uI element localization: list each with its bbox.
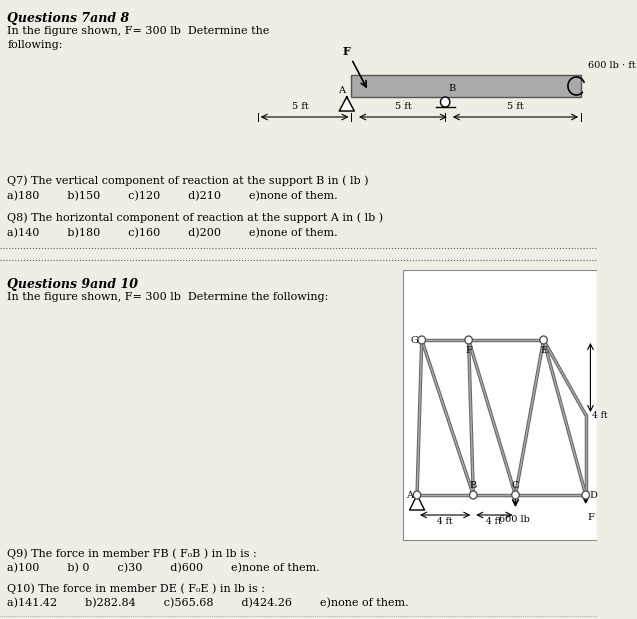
Text: Q7) The vertical component of reaction at the support B in ( lb ): Q7) The vertical component of reaction a… — [8, 175, 369, 186]
Circle shape — [540, 336, 547, 344]
Text: F: F — [587, 513, 594, 522]
Text: E: E — [540, 345, 547, 355]
Text: 5 ft: 5 ft — [507, 102, 524, 111]
Text: a)141.42        b)282.84        c)565.68        d)424.26        e)none of them.: a)141.42 b)282.84 c)565.68 d)424.26 e)no… — [8, 598, 409, 608]
Text: Questions 9and 10: Questions 9and 10 — [8, 278, 138, 291]
Polygon shape — [410, 495, 424, 510]
Text: Questions 7and 8: Questions 7and 8 — [8, 12, 130, 25]
Bar — [352, 75, 581, 97]
Text: B: B — [469, 480, 477, 490]
Circle shape — [469, 491, 477, 499]
Text: D: D — [589, 490, 598, 500]
Circle shape — [418, 336, 426, 344]
Bar — [403, 270, 597, 540]
Text: 600 lb · ft: 600 lb · ft — [587, 61, 635, 70]
Text: In the figure shown, F= 300 lb  Determine the: In the figure shown, F= 300 lb Determine… — [8, 26, 270, 36]
Text: F: F — [465, 345, 472, 355]
Text: a)140        b)180        c)160        d)200        e)none of them.: a)140 b)180 c)160 d)200 e)none of them. — [8, 228, 338, 238]
Text: C: C — [512, 480, 519, 490]
Text: Q8) The horizontal component of reaction at the support A in ( lb ): Q8) The horizontal component of reaction… — [8, 212, 383, 223]
Circle shape — [413, 491, 421, 499]
Circle shape — [582, 491, 589, 499]
Text: Q9) The force in member FB ( F₀B ) in lb is :: Q9) The force in member FB ( F₀B ) in lb… — [8, 548, 257, 558]
Text: a)180        b)150        c)120        d)210        e)none of them.: a)180 b)150 c)120 d)210 e)none of them. — [8, 191, 338, 201]
Text: 5 ft: 5 ft — [395, 102, 412, 111]
Text: G: G — [410, 335, 418, 345]
Circle shape — [465, 336, 473, 344]
Polygon shape — [340, 97, 354, 111]
Circle shape — [441, 97, 450, 107]
Text: 4 ft: 4 ft — [486, 517, 502, 526]
Text: A: A — [338, 86, 345, 95]
Text: 600 lb: 600 lb — [499, 515, 530, 524]
Text: 5 ft: 5 ft — [292, 102, 308, 111]
Text: In the figure shown, F= 300 lb  Determine the following:: In the figure shown, F= 300 lb Determine… — [8, 292, 329, 302]
Text: Q10) The force in member DE ( F₀E ) in lb is :: Q10) The force in member DE ( F₀E ) in l… — [8, 583, 266, 594]
Text: 4 ft: 4 ft — [438, 517, 453, 526]
Text: following:: following: — [8, 40, 63, 50]
Circle shape — [512, 491, 519, 499]
Text: a)100        b) 0        c)30        d)600        e)none of them.: a)100 b) 0 c)30 d)600 e)none of them. — [8, 563, 320, 573]
Text: B: B — [448, 84, 455, 93]
Text: A: A — [406, 490, 413, 500]
Text: 4 ft: 4 ft — [592, 410, 608, 420]
Text: F: F — [342, 46, 350, 57]
